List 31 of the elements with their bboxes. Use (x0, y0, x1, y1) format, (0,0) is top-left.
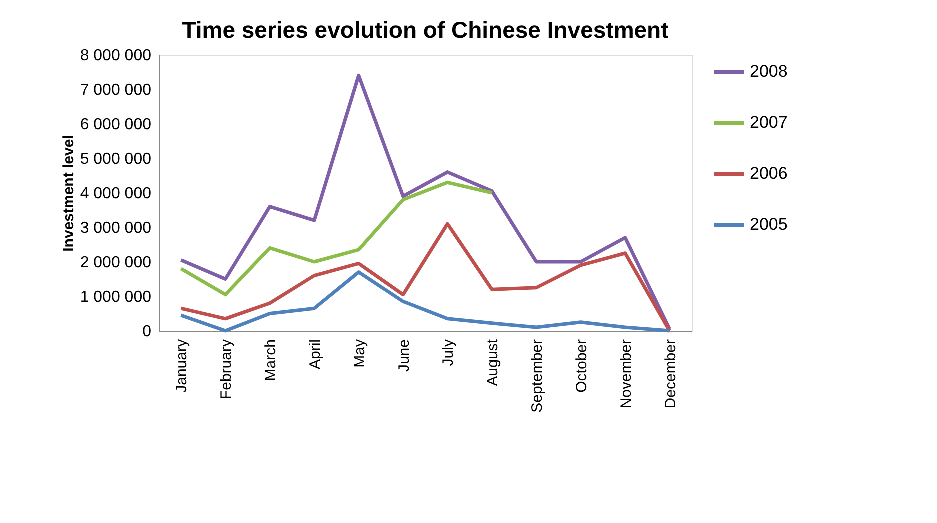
y-tick-label: 6 000 000 (80, 116, 152, 134)
x-tick-label: October (573, 340, 590, 393)
legend-label: 2006 (750, 164, 788, 183)
x-tick-label: December (662, 340, 680, 409)
line-series (179, 180, 494, 297)
y-tick-label: 3 000 000 (80, 220, 152, 237)
chart-title: Time series evolution of Chinese Investment (182, 17, 670, 43)
y-tick-label: 2 000 000 (80, 254, 152, 272)
legend-label: 2005 (750, 215, 788, 234)
line-series (179, 74, 672, 332)
x-tick-label: July (440, 339, 458, 366)
legend-label: 2007 (750, 113, 788, 132)
x-tick-label: November (618, 340, 635, 409)
x-tick-label: March (262, 340, 280, 382)
x-tick-label: June (396, 340, 413, 372)
y-tick-label: 0 (142, 324, 152, 340)
y-tick-label: 5 000 000 (80, 151, 152, 168)
x-tick-label: May (351, 339, 368, 368)
y-tick-label: 1 000 000 (80, 289, 152, 306)
legend-label: 2008 (750, 62, 788, 81)
x-tick-label: September (529, 339, 546, 413)
x-tick-label: January (174, 339, 191, 393)
x-tick-label: April (306, 340, 324, 370)
x-tick-label: August (484, 338, 502, 386)
y-tick-label: 8 000 000 (80, 48, 152, 64)
y-tick-label: 4 000 000 (80, 186, 152, 202)
line-series (179, 222, 672, 333)
y-tick-label: 7 000 000 (80, 82, 152, 99)
x-tick-label: February (218, 339, 236, 400)
line-series (179, 270, 672, 333)
y-axis-title: Investment level (60, 135, 78, 252)
